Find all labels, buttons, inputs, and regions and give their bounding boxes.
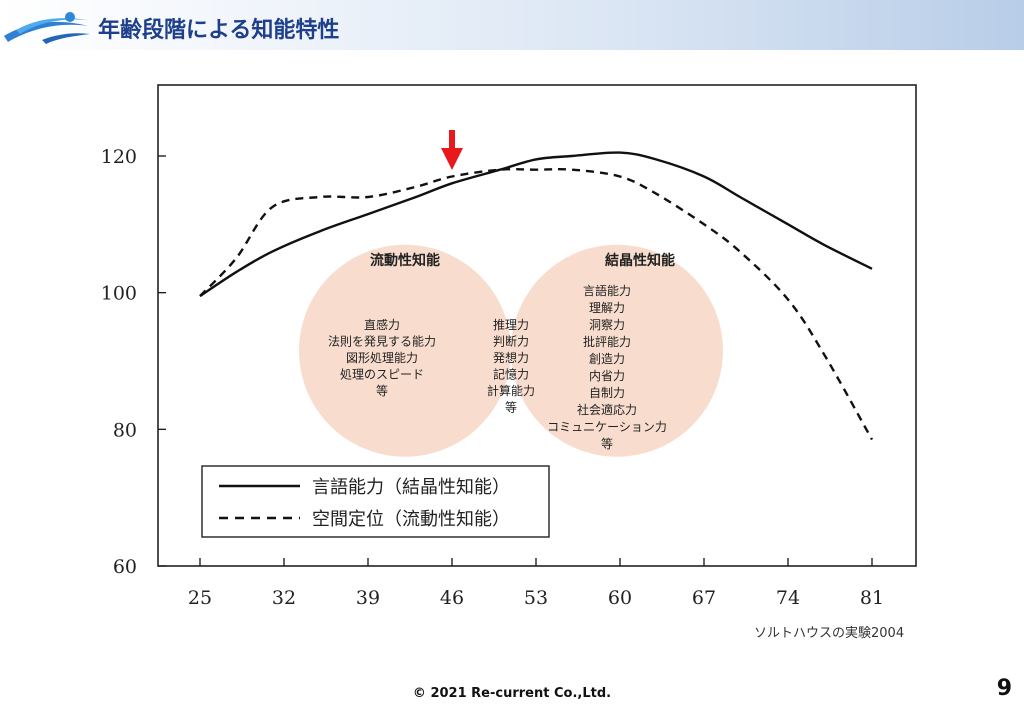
x-tick-label: 81	[860, 587, 884, 609]
venn-right-item: 理解力	[589, 301, 625, 315]
venn-right-item: 創造力	[589, 352, 625, 366]
y-tick-label: 80	[113, 419, 137, 441]
copyright-footer: © 2021 Re-current Co.,Ltd.	[412, 686, 612, 701]
venn-center-item: 等	[505, 401, 517, 415]
x-tick-label: 46	[440, 587, 464, 609]
plot-frame	[157, 84, 917, 567]
series-line-solid	[199, 151, 873, 298]
x-tick-label: 25	[188, 587, 212, 609]
venn-right-item: コミュニケーション力	[547, 420, 667, 434]
x-tick-label: 67	[692, 587, 716, 609]
venn-left-item: 法則を発見する能力	[328, 335, 436, 349]
venn-right-item: 社会適応力	[577, 402, 637, 417]
x-tick-label: 32	[272, 587, 296, 609]
x-tick-label: 60	[608, 587, 632, 609]
x-tick-label: 39	[356, 587, 380, 609]
venn-right-circle	[511, 244, 723, 457]
legend-label: 空間定位（流動性知能）	[312, 509, 510, 530]
y-tick-label: 120	[101, 146, 137, 168]
venn-right-item: 自制力	[589, 386, 625, 400]
venn-right-item: 批評能力	[583, 334, 631, 349]
header-bar: 年齢段階による知能特性	[0, 0, 1024, 50]
slide-title: 年齢段階による知能特性	[98, 18, 340, 43]
venn-left-item: 図形処理能力	[346, 351, 418, 365]
x-tick-label: 53	[524, 587, 548, 609]
venn-center-item: 判断力	[493, 334, 529, 349]
venn-left-circle	[299, 244, 511, 457]
venn-right-item: 洞察力	[589, 318, 625, 332]
venn-center-item: 推理力	[493, 318, 529, 332]
legend-box	[201, 465, 550, 538]
chart-series	[199, 151, 874, 441]
venn-right-item: 等	[601, 437, 613, 451]
x-tick-label: 74	[776, 587, 800, 609]
red-arrow-shaft	[449, 130, 455, 154]
source-note: ソルトハウスの実験2004	[754, 626, 905, 641]
venn-right-title: 結晶性知能	[605, 252, 675, 269]
venn-center-item: 計算能力	[487, 383, 535, 398]
venn-diagram: 流動性知能 結晶性知能直感力法則を発見する能力図形処理能力処理のスピード等推理力判…	[299, 244, 723, 457]
venn-center-item: 発想力	[493, 350, 529, 365]
company-logo-icon	[4, 12, 90, 44]
venn-right-item: 言語能力	[583, 283, 631, 298]
series-line-dashed	[199, 167, 874, 441]
chart-legend: 言語能力（結晶性知能） 空間定位（流動性知能）	[201, 465, 550, 538]
age-intelligence-chart: 流動性知能 結晶性知能直感力法則を発見する能力図形処理能力処理のスピード等推理力判…	[101, 84, 917, 609]
venn-center-item: 記憶力	[493, 367, 529, 382]
page-number: 9	[996, 676, 1012, 701]
axes: 60 80 100 120 25 32 39 46 53 60 67 74 81	[101, 146, 884, 609]
venn-left-item: 直感力	[364, 317, 400, 332]
y-tick-label: 100	[101, 283, 137, 305]
venn-left-item: 等	[376, 384, 388, 398]
legend-label: 言語能力（結晶性知能）	[312, 477, 510, 498]
venn-left-item: 処理のスピード	[340, 368, 424, 382]
venn-left-title: 流動性知能	[370, 252, 440, 269]
red-arrow-icon	[441, 148, 463, 170]
venn-right-item: 内省力	[589, 369, 625, 383]
y-tick-label: 60	[113, 556, 137, 578]
chart-annotation	[441, 130, 463, 170]
